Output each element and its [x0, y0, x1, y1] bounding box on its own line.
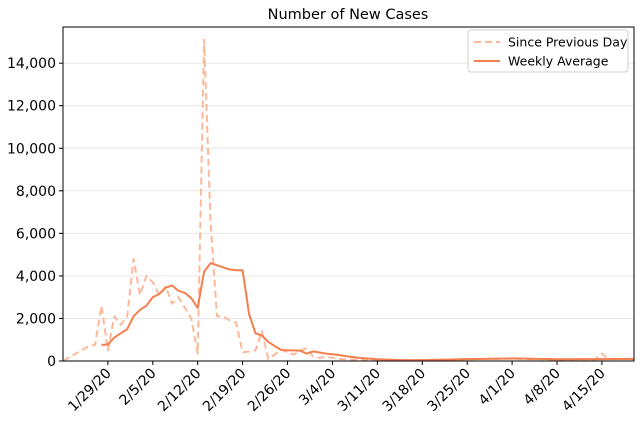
- y-tick-label: 6,000: [16, 226, 56, 242]
- x-tick-label: 3/11/20: [335, 366, 384, 415]
- legend-label: Weekly Average: [508, 54, 609, 69]
- y-tick-label: 0: [47, 354, 56, 370]
- y-tick-label: 4,000: [16, 269, 56, 285]
- y-tick-label: 8,000: [16, 184, 56, 200]
- x-tick-label: 2/12/20: [155, 366, 204, 415]
- legend-box: [467, 29, 629, 73]
- x-tick-label: 2/26/20: [245, 366, 294, 415]
- y-tick-label: 10,000: [7, 141, 56, 157]
- series-line-since-previous-day: [62, 38, 635, 362]
- x-axis-ticks: 1/29/20 2/5/202/12/202/19/202/26/20 3/4/20…: [65, 361, 609, 415]
- plot-frame: [62, 26, 635, 362]
- legend-label: Since Previous Day: [508, 35, 628, 50]
- x-tick-label: 4/1/20: [476, 366, 519, 409]
- y-axis-ticks: 0 2,000 4,000 6,000 8,000 10,000 12,000 14,000: [7, 56, 63, 370]
- x-tick-label: 2/5/20: [116, 366, 159, 409]
- x-tick-label: 4/8/20: [521, 366, 564, 409]
- x-tick-label: 4/15/20: [559, 366, 608, 415]
- x-tick-label: 3/25/20: [425, 366, 474, 415]
- x-tick-label: 1/29/20: [65, 366, 114, 415]
- x-tick-label: 3/4/20: [296, 366, 339, 409]
- y-tick-label: 14,000: [7, 56, 56, 72]
- x-tick-label: 3/18/20: [380, 366, 429, 415]
- legend: Since Previous Day Weekly Average: [467, 29, 629, 73]
- y-tick-label: 12,000: [7, 99, 56, 115]
- y-tick-label: 2,000: [16, 311, 56, 327]
- series-layer: [62, 38, 635, 362]
- x-tick-label: 2/19/20: [200, 366, 249, 415]
- chart-title: Number of New Cases: [268, 7, 429, 23]
- y-gridlines: [63, 62, 634, 319]
- axes: [62, 26, 635, 362]
- series-line-weekly-average: [101, 262, 635, 362]
